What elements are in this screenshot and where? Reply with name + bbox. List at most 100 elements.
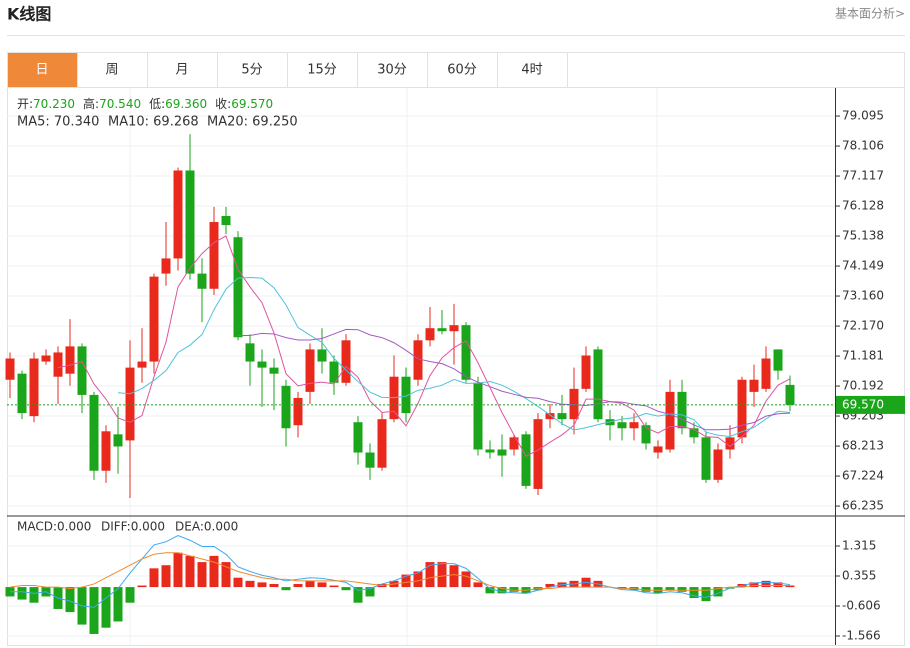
macd-bar bbox=[305, 580, 315, 588]
macd-bar bbox=[509, 587, 519, 592]
y-tick-label: 70.192 bbox=[842, 379, 884, 393]
candle-body bbox=[725, 437, 735, 450]
y-tick-label: 74.149 bbox=[842, 259, 884, 273]
candle-body bbox=[473, 382, 483, 450]
y-tick-label: 72.170 bbox=[842, 319, 884, 333]
candle-body bbox=[677, 391, 687, 429]
macd-bar bbox=[149, 568, 159, 588]
candle-body bbox=[401, 376, 411, 414]
last-price-label: 69.570 bbox=[842, 397, 884, 411]
candle-body bbox=[437, 328, 447, 332]
macd-bar bbox=[701, 587, 711, 602]
macd-bar bbox=[353, 587, 363, 603]
y-tick-label: 77.117 bbox=[842, 169, 884, 183]
analysis-link[interactable]: 基本面分析> bbox=[835, 7, 905, 21]
macd-bar bbox=[197, 562, 207, 588]
candle-body bbox=[149, 276, 159, 362]
legend-entry: DIFF:0.000 bbox=[101, 520, 165, 534]
ma-line bbox=[117, 277, 791, 437]
macd-bar bbox=[425, 562, 435, 588]
quote-value: 70.540 bbox=[99, 97, 141, 111]
tab[interactable] bbox=[357, 52, 428, 88]
macd-bar bbox=[137, 585, 147, 588]
macd-bar bbox=[233, 577, 243, 588]
candle-body bbox=[581, 355, 591, 389]
candle-body bbox=[713, 449, 723, 480]
legend-entry: MA10: 69.268 bbox=[108, 115, 199, 130]
candle-body bbox=[629, 422, 639, 429]
candle-body bbox=[257, 361, 267, 368]
candle-body bbox=[665, 391, 675, 450]
tab-label[interactable]: 5分 bbox=[241, 63, 262, 78]
quote-value: 70.230 bbox=[33, 97, 75, 111]
macd-bar bbox=[665, 587, 675, 591]
candle-body bbox=[521, 434, 531, 486]
macd-bar bbox=[101, 587, 111, 628]
tab[interactable] bbox=[217, 52, 288, 88]
macd-bar bbox=[221, 562, 231, 588]
candle-body bbox=[245, 343, 255, 362]
macd-bar bbox=[497, 587, 507, 594]
macd-bar bbox=[17, 587, 27, 600]
candle-body bbox=[497, 449, 507, 456]
macd-bar bbox=[173, 552, 183, 588]
candle-body bbox=[545, 413, 555, 420]
quote-label: 收: bbox=[215, 97, 231, 111]
y-tick-label: 78.106 bbox=[842, 139, 884, 153]
last-price-box bbox=[836, 395, 905, 414]
tab-label[interactable]: 日 bbox=[35, 63, 48, 78]
candle-body bbox=[113, 434, 123, 447]
macd-bar bbox=[785, 585, 795, 588]
candle-body bbox=[365, 452, 375, 468]
tab-label[interactable]: 月 bbox=[175, 63, 188, 78]
macd-bar bbox=[713, 587, 723, 597]
candle-body bbox=[173, 170, 183, 259]
macd-bar bbox=[341, 587, 351, 591]
legend-entry: MACD:0.000 bbox=[17, 520, 91, 534]
tab[interactable] bbox=[7, 52, 78, 88]
macd-bar bbox=[161, 565, 171, 588]
quote-label: 低: bbox=[149, 97, 165, 111]
candle-body bbox=[509, 437, 519, 450]
tab-label[interactable]: 4时 bbox=[521, 63, 542, 78]
candle-body bbox=[485, 449, 495, 453]
y-tick-label: -0.606 bbox=[842, 599, 881, 613]
tab[interactable] bbox=[287, 52, 358, 88]
macd-bar bbox=[545, 583, 555, 588]
candle-body bbox=[317, 349, 327, 362]
tab-label[interactable]: 60分 bbox=[447, 63, 477, 78]
tab[interactable] bbox=[427, 52, 498, 88]
candle-body bbox=[293, 397, 303, 426]
candle-body bbox=[197, 273, 207, 289]
macd-line bbox=[10, 535, 791, 608]
candle-body bbox=[449, 325, 459, 332]
macd-bar bbox=[773, 582, 783, 588]
macd-bar bbox=[617, 587, 627, 589]
tab[interactable] bbox=[147, 52, 218, 88]
macd-bar bbox=[461, 571, 471, 588]
candle-body bbox=[353, 422, 363, 453]
legend-entry: DEA:0.000 bbox=[175, 520, 238, 534]
candle-body bbox=[785, 384, 795, 405]
candle-body bbox=[377, 419, 387, 468]
candle-body bbox=[221, 215, 231, 226]
macd-bar bbox=[89, 587, 99, 634]
candle-body bbox=[761, 358, 771, 389]
candle-body bbox=[185, 170, 195, 274]
candle-body bbox=[737, 379, 747, 438]
tab-label[interactable]: 30分 bbox=[377, 63, 407, 78]
macd-bar bbox=[761, 580, 771, 588]
quote-label: 开: bbox=[17, 97, 33, 111]
quote-value: 69.570 bbox=[231, 97, 273, 111]
tab-label[interactable]: 15分 bbox=[307, 63, 337, 78]
macd-bar bbox=[749, 582, 759, 588]
macd-bar bbox=[125, 587, 135, 603]
candle-body bbox=[101, 431, 111, 471]
tab-label[interactable]: 周 bbox=[105, 63, 118, 78]
y-tick-label: 73.160 bbox=[842, 289, 884, 303]
candle-body bbox=[329, 361, 339, 383]
quote: 开:70.230 高:70.540 低:69.360 收:69.570 bbox=[17, 96, 273, 111]
macd-bar bbox=[185, 555, 195, 588]
tab[interactable] bbox=[497, 52, 568, 88]
